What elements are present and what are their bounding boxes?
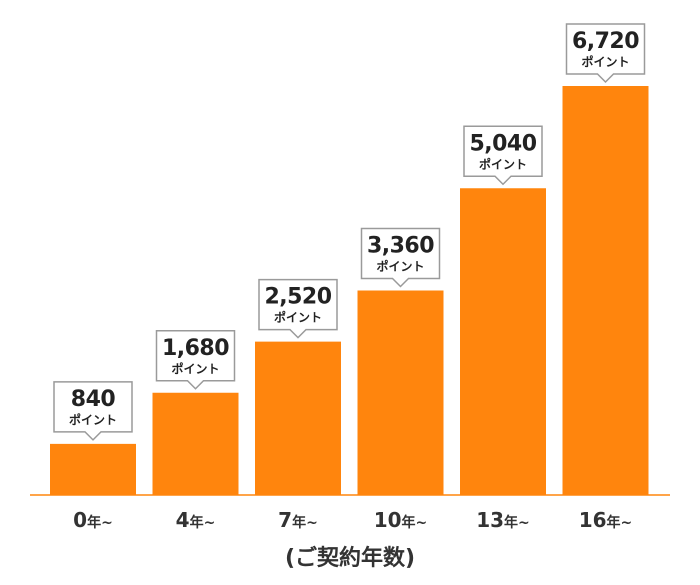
value-callouts-group: 840ポイント1,680ポイント2,520ポイント3,360ポイント5,040ポ… <box>53 23 646 441</box>
callout-box <box>155 330 236 390</box>
data-label-value: 5,040 <box>469 131 536 156</box>
data-label-unit: ポイント <box>581 54 629 69</box>
callout-box <box>463 125 543 186</box>
x-tick-label-7: 7年~ <box>278 508 318 532</box>
bars-group <box>50 86 649 495</box>
x-tick-label-4: 4年~ <box>176 508 216 532</box>
x-tick-label-13: 13年~ <box>476 508 530 532</box>
x-tick-label-10: 10年~ <box>374 508 428 532</box>
data-label-value: 3,360 <box>367 234 434 259</box>
bar-16 <box>562 86 649 495</box>
bar-4 <box>152 392 239 495</box>
bar-13 <box>460 188 546 495</box>
bar-7 <box>255 341 341 495</box>
callout-box <box>258 278 338 339</box>
data-label-value: 840 <box>71 387 116 412</box>
bar-0 <box>50 443 136 495</box>
x-tick-label-0: 0年~ <box>73 508 113 532</box>
data-label-unit: ポイント <box>69 412 117 427</box>
callout-box <box>565 23 646 84</box>
data-label-unit: ポイント <box>171 361 219 376</box>
data-label-value: 6,720 <box>572 29 639 54</box>
callout-box <box>360 227 441 288</box>
callout-box <box>53 381 133 441</box>
data-label-value: 2,520 <box>264 285 331 310</box>
data-label-unit: ポイント <box>479 156 527 171</box>
data-label-unit: ポイント <box>376 259 424 274</box>
data-label-unit: ポイント <box>274 310 322 325</box>
x-tick-labels-group: 0年~ 4年~ 7年~ 10年~ 13年~ 16年~ <box>73 508 632 532</box>
bar-10 <box>357 290 444 495</box>
x-tick-label-16: 16年~ <box>579 508 633 532</box>
x-axis-title: (ご契約年数) <box>285 545 415 571</box>
data-label-value: 1,680 <box>162 336 229 361</box>
